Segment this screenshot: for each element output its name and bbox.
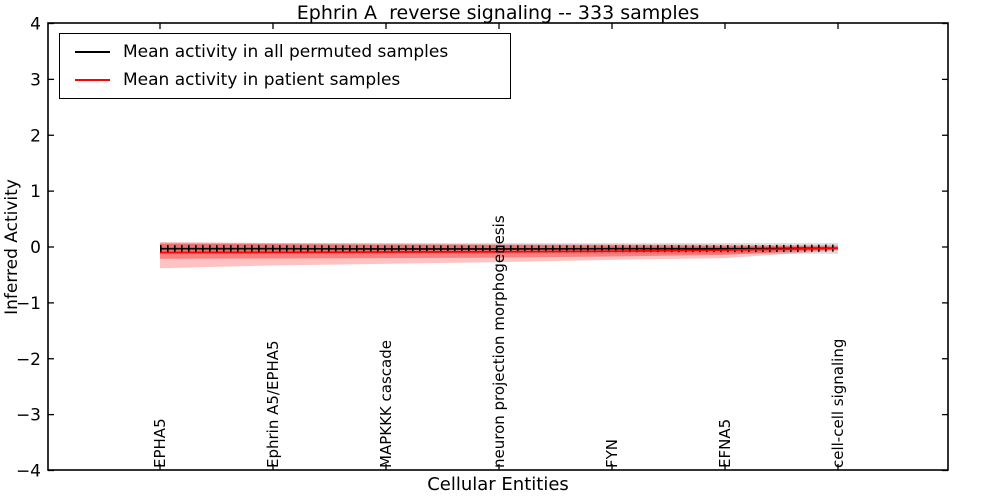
legend-label-patient: Mean activity in patient samples <box>123 69 401 90</box>
y-tick-label: 4 <box>30 15 41 35</box>
y-tick-label: −4 <box>16 462 41 482</box>
x-category-label: EFNA5 <box>716 419 734 468</box>
chart-title: Ephrin A reverse signaling -- 333 sample… <box>296 2 700 24</box>
mean-line-patient <box>159 247 839 254</box>
x-category-label: FYN <box>603 439 621 468</box>
x-axis-label: Cellular Entities <box>427 474 569 495</box>
legend: Mean activity in all permuted samples Me… <box>59 33 511 99</box>
x-category-label: MAPKKK cascade <box>377 340 395 468</box>
legend-label-permuted: Mean activity in all permuted samples <box>123 42 449 63</box>
permuted-point-markers <box>160 244 839 253</box>
y-tick-label: −2 <box>16 350 41 370</box>
y-tick-label: −3 <box>16 406 41 426</box>
y-tick-label: 3 <box>30 70 41 90</box>
x-category-label: cell-cell signaling <box>829 339 847 468</box>
y-tick-label: 0 <box>30 238 41 258</box>
y-axis-label: Inferred Activity <box>2 179 22 315</box>
legend-item-permuted: Mean activity in all permuted samples <box>75 42 510 62</box>
y-tick-label: 1 <box>30 182 41 202</box>
y-tick-label: 2 <box>30 126 41 146</box>
patient-line-swatch <box>75 78 110 81</box>
x-category-label: EPHA5 <box>151 418 169 468</box>
legend-item-patient: Mean activity in patient samples <box>75 70 510 90</box>
x-category-label: Ephrin A5/EPHA5 <box>264 340 282 468</box>
y-tick-label: −1 <box>16 294 41 314</box>
permuted-line-swatch <box>75 51 110 54</box>
x-category-label: neuron projection morphogenesis <box>490 215 508 468</box>
